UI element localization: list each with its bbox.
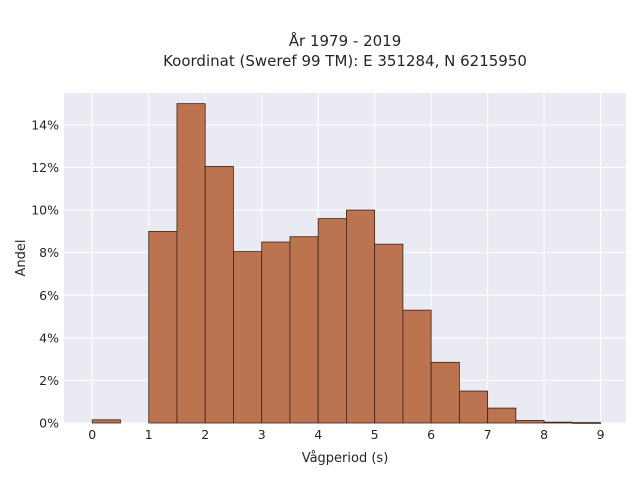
x-tick-label-0: 0 bbox=[88, 427, 96, 442]
x-tick-label-7: 7 bbox=[484, 427, 492, 442]
y-tick-label-7: 14% bbox=[31, 117, 59, 132]
x-axis-ticks: 0 1 2 3 4 5 6 7 8 9 bbox=[88, 427, 604, 442]
chart-title-line-1: År 1979 - 2019 bbox=[289, 31, 402, 50]
x-axis-label: Vågperiod (s) bbox=[302, 451, 389, 466]
x-tick-label-6: 6 bbox=[427, 427, 435, 442]
x-tick-label-4: 4 bbox=[314, 427, 322, 442]
histogram-bar-0 bbox=[91, 419, 121, 424]
histogram-bar-17 bbox=[571, 422, 601, 424]
y-tick-label-4: 8% bbox=[39, 245, 59, 260]
histogram-bar-10 bbox=[374, 243, 404, 424]
histogram-bars bbox=[91, 103, 601, 424]
y-tick-label-6: 12% bbox=[31, 160, 59, 175]
histogram-bar-16 bbox=[543, 421, 573, 424]
histogram-bar-14 bbox=[487, 407, 517, 424]
histogram-bar-6 bbox=[261, 241, 291, 424]
x-tick-label-3: 3 bbox=[258, 427, 266, 442]
x-tick-label-8: 8 bbox=[540, 427, 548, 442]
histogram-bar-3 bbox=[176, 103, 206, 424]
y-axis-ticks: 0% 2% 4% 6% 8% 10% 12% 14% bbox=[31, 117, 59, 430]
histogram-bar-8 bbox=[317, 218, 347, 424]
histogram-bar-11 bbox=[402, 309, 432, 424]
y-axis-label: Andel bbox=[14, 240, 29, 277]
chart-title-line-2: Koordinat (Sweref 99 TM): E 351284, N 62… bbox=[163, 52, 527, 70]
histogram-bar-13 bbox=[458, 390, 489, 424]
x-tick-label-2: 2 bbox=[201, 427, 209, 442]
histogram-bar-5 bbox=[233, 251, 263, 424]
y-tick-label-0: 0% bbox=[39, 416, 59, 431]
histogram-bar-4 bbox=[204, 166, 234, 424]
histogram-bar-9 bbox=[346, 209, 376, 424]
x-tick-label-1: 1 bbox=[145, 427, 153, 442]
histogram-bar-7 bbox=[289, 236, 319, 424]
histogram-bar-2 bbox=[148, 230, 178, 424]
y-tick-label-3: 6% bbox=[39, 288, 59, 303]
y-tick-label-5: 10% bbox=[31, 203, 59, 218]
x-tick-label-9: 9 bbox=[597, 427, 605, 442]
histogram-bar-12 bbox=[430, 361, 460, 424]
y-tick-label-1: 2% bbox=[39, 373, 59, 388]
y-tick-label-2: 4% bbox=[39, 330, 59, 345]
x-tick-label-5: 5 bbox=[371, 427, 379, 442]
histogram-bar-15 bbox=[515, 420, 545, 424]
